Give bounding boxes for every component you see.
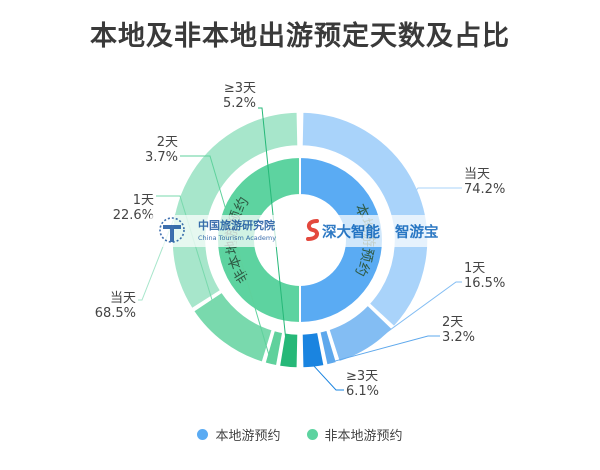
leader-lines: [138, 107, 462, 391]
outer-slice-local-2: [318, 329, 338, 367]
slice-percent-local-0: 74.2%: [464, 182, 505, 197]
leader-line-local-2: [331, 335, 440, 363]
cta-logo-icon: [159, 217, 185, 243]
slice-percent-local-2: 3.2%: [442, 330, 475, 345]
leader-line-local-0: [415, 187, 462, 191]
slice-percent-nonlocal-1: 22.6%: [113, 208, 154, 223]
slice-percent-nonlocal-3: 5.2%: [223, 96, 256, 111]
watermark: 中国旅游研究院 China Tourism Academy 深大智能 智游宝: [150, 215, 448, 247]
slice-labels: 当天74.2%1天16.5%2天3.2%≥3天6.1%当天68.5%1天22.6…: [95, 81, 506, 399]
shenda-logo-icon: [306, 219, 319, 241]
legend-item-local[interactable]: 本地游预约: [197, 425, 281, 444]
watermark-org-en: China Tourism Academy: [198, 234, 276, 242]
slice-percent-local-3: 6.1%: [346, 384, 379, 399]
slice-category-local-3: ≥3天: [346, 369, 378, 384]
slice-category-local-0: 当天: [464, 167, 490, 182]
legend: 本地游预约 非本地游预约: [0, 425, 600, 444]
chart-title: 本地及非本地出游预定天数及占比: [90, 21, 510, 52]
slice-percent-local-1: 16.5%: [464, 276, 505, 291]
slice-category-nonlocal-2: 2天: [157, 135, 178, 150]
slice-category-local-2: 2天: [442, 315, 463, 330]
slice-category-nonlocal-0: 当天: [110, 291, 136, 306]
watermark-brand-b: 智游宝: [395, 223, 439, 241]
outer-ring: [171, 111, 429, 369]
watermark-brand-a: 深大智能: [322, 223, 380, 241]
watermark-org-cn: 中国旅游研究院: [198, 218, 275, 232]
legend-label-local: 本地游预约: [215, 429, 281, 444]
inner-ring-nonlocal: [216, 155, 301, 325]
leader-line-nonlocal-1: [156, 195, 226, 342]
leader-line-nonlocal-2: [180, 155, 272, 363]
leader-line-local-1: [366, 281, 462, 348]
outer-slice-local-3: [301, 331, 326, 369]
slice-category-local-1: 1天: [464, 261, 485, 276]
legend-item-nonlocal[interactable]: 非本地游预约: [306, 425, 403, 444]
watermark-band: [150, 215, 448, 247]
legend-dot-local: [197, 429, 209, 440]
leader-line-nonlocal-3: [258, 107, 289, 366]
outer-slice-nonlocal-1: [192, 291, 274, 364]
legend-label-nonlocal: 非本地游预约: [324, 429, 403, 444]
slice-category-nonlocal-1: 1天: [133, 193, 154, 208]
outer-slice-local-0: [301, 111, 429, 328]
legend-dot-nonlocal: [306, 429, 318, 440]
outer-slice-local-1: [327, 304, 394, 363]
slice-percent-nonlocal-2: 3.7%: [145, 150, 178, 165]
slice-category-nonlocal-3: ≥3天: [224, 81, 256, 96]
leader-line-local-3: [312, 364, 344, 391]
slice-percent-nonlocal-0: 68.5%: [95, 306, 136, 321]
